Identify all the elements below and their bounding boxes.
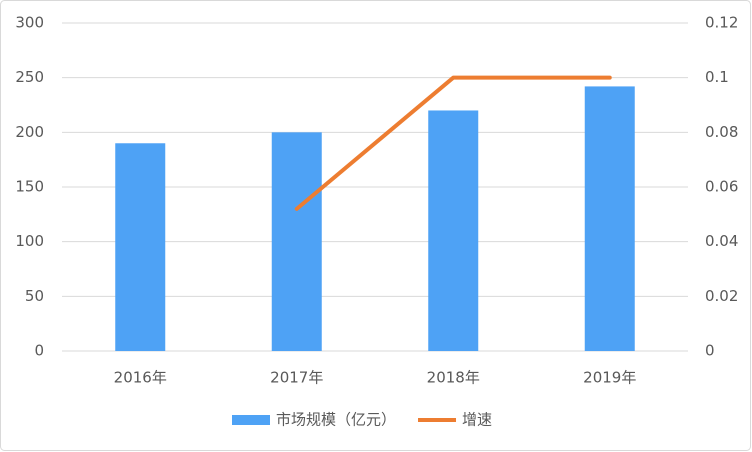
- y2-tick-label: 0.02: [705, 287, 738, 305]
- y-tick-label: 250: [15, 68, 44, 86]
- y2-tick-label: 0.04: [705, 232, 738, 250]
- legend-label: 市场规模（亿元）: [276, 411, 396, 429]
- y-tick-label: 100: [15, 232, 44, 250]
- y-tick-label: 300: [15, 14, 44, 32]
- y-tick-label: 150: [15, 178, 44, 196]
- legend-label: 增速: [462, 411, 492, 429]
- x-tick-label: 2016年: [114, 369, 167, 387]
- y2-tick-label: 0.12: [705, 14, 738, 32]
- bar: [271, 132, 322, 351]
- y2-tick-label: 0.06: [705, 178, 738, 196]
- legend-swatch: [232, 415, 270, 425]
- x-tick-label: 2017年: [270, 369, 323, 387]
- x-tick-label: 2018年: [427, 369, 480, 387]
- y-tick-label: 200: [15, 123, 44, 141]
- bar: [115, 143, 166, 351]
- y2-tick-label: 0.08: [705, 123, 738, 141]
- bar: [428, 110, 479, 351]
- line: [294, 75, 612, 211]
- y-tick-label: 50: [25, 287, 44, 305]
- x-tick-label: 2019年: [583, 369, 636, 387]
- y2-tick-label: 0.1: [705, 68, 729, 86]
- bar: [584, 86, 635, 351]
- y-tick-label: 0: [34, 342, 44, 360]
- y2-tick-label: 0: [705, 342, 715, 360]
